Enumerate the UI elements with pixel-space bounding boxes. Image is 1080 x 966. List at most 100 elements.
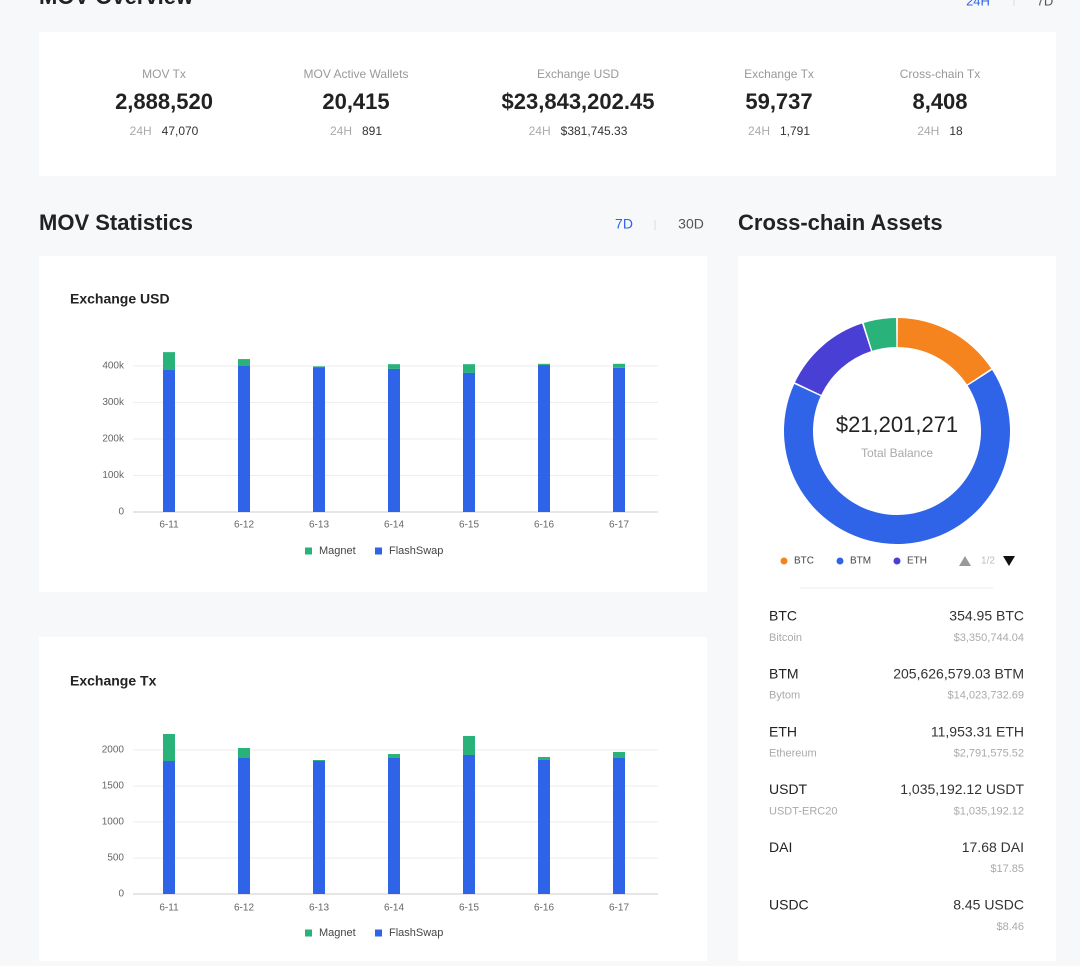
asset-symbol: USDT [769, 781, 808, 797]
section-title: Cross-chain Assets [738, 210, 943, 235]
stat-sub-value: 47,070 [162, 124, 199, 138]
legend-label: FlashSwap [389, 927, 443, 939]
period-tab[interactable]: 30D [678, 216, 704, 232]
x-tick-label: 6-12 [234, 903, 254, 914]
asset-amount: 205,626,579.03 BTM [893, 666, 1024, 682]
bar-segment [613, 364, 625, 368]
stat-label: MOV Active Wallets [304, 67, 409, 81]
legend-page: 1/2 [981, 556, 995, 567]
stat-sub: 24H$381,745.33 [529, 124, 628, 138]
y-tick-label: 400k [102, 361, 125, 372]
bar-segment [463, 755, 475, 894]
asset-amount: 1,035,192.12 USDT [900, 781, 1024, 797]
bar-segment [613, 758, 625, 894]
bar-segment [613, 752, 625, 758]
asset-name: Ethereum [769, 748, 817, 760]
stat-sub-label: 24H [330, 124, 352, 138]
bar-segment [238, 366, 250, 512]
bar-segment [313, 760, 325, 761]
stat-sub-label: 24H [917, 124, 939, 138]
legend-dot [837, 558, 844, 565]
donut-center-label: Total Balance [861, 446, 933, 460]
legend-swatch [375, 930, 382, 937]
bar-segment [463, 373, 475, 512]
bar-segment [538, 757, 550, 760]
asset-usd: $17.85 [990, 863, 1024, 875]
y-tick-label: 0 [118, 889, 124, 900]
stat-label: MOV Tx [142, 67, 186, 81]
period-tab[interactable]: 7D [1037, 0, 1054, 8]
asset-symbol: BTC [769, 608, 797, 624]
legend-swatch [305, 930, 312, 937]
stat-value: $23,843,202.45 [502, 89, 655, 114]
asset-usd: $1,035,192.12 [954, 805, 1024, 817]
stat-label: Exchange Tx [744, 67, 814, 81]
asset-name: Bytom [769, 690, 800, 702]
asset-symbol: DAI [769, 839, 792, 855]
chart-title: Exchange Tx [70, 673, 157, 689]
x-tick-label: 6-14 [384, 520, 404, 531]
stat-sub: 24H 47,070 [130, 124, 199, 138]
asset-usd: $2,791,575.52 [954, 748, 1024, 760]
legend-swatch [375, 548, 382, 555]
stat-sub-label: 24H [529, 124, 551, 138]
section-title: MOV Statistics [39, 210, 193, 235]
x-tick-label: 6-16 [534, 903, 554, 914]
y-tick-label: 100k [102, 470, 125, 481]
y-tick-label: 1500 [102, 781, 125, 792]
bar-segment [313, 761, 325, 894]
bar-segment [388, 758, 400, 894]
legend-swatch [305, 548, 312, 555]
legend-label: FlashSwap [389, 545, 443, 557]
y-tick-label: 300k [102, 397, 125, 408]
asset-symbol: USDC [769, 897, 809, 913]
y-tick-label: 2000 [102, 745, 125, 756]
bar-segment [163, 370, 175, 512]
asset-amount: 354.95 BTC [949, 608, 1024, 624]
x-tick-label: 6-15 [459, 903, 479, 914]
period-tab[interactable]: 24H [966, 0, 990, 8]
stat-sub-value: 1,791 [780, 124, 810, 138]
bar-segment [163, 734, 175, 761]
bar-segment [163, 761, 175, 894]
asset-usd: $3,350,744.04 [954, 632, 1024, 644]
legend-label: Magnet [319, 927, 356, 939]
bar-segment [388, 364, 400, 369]
x-tick-label: 6-15 [459, 520, 479, 531]
x-tick-label: 6-13 [309, 520, 329, 531]
legend-label: BTC [794, 556, 814, 567]
bar-segment [463, 364, 475, 373]
y-tick-label: 200k [102, 434, 125, 445]
bar-segment [313, 366, 325, 367]
stat-label: Cross-chain Tx [900, 67, 980, 81]
stat-sub-value: 891 [362, 124, 382, 138]
asset-amount: 11,953.31 ETH [931, 723, 1024, 739]
donut-center-value: $21,201,271 [836, 412, 958, 437]
bar-segment [538, 364, 550, 365]
asset-symbol: ETH [769, 723, 797, 739]
x-tick-label: 6-16 [534, 520, 554, 531]
chart-title: Exchange USD [70, 291, 170, 307]
stat-sub-label: 24H [130, 124, 152, 138]
bar-segment [463, 736, 475, 755]
stat-value: 8,408 [912, 89, 967, 114]
x-tick-label: 6-14 [384, 903, 404, 914]
asset-usd: $14,023,732.69 [948, 690, 1024, 702]
y-tick-label: 0 [118, 507, 124, 518]
asset-amount: 8.45 USDC [953, 897, 1024, 913]
legend-label: Magnet [319, 545, 356, 557]
legend-dot [894, 558, 901, 565]
bar-segment [538, 365, 550, 512]
stat-label: Exchange USD [537, 67, 619, 81]
stat-value: 2,888,520 [115, 89, 213, 114]
bar-segment [238, 748, 250, 758]
bar-segment [313, 367, 325, 512]
legend-label: BTM [850, 556, 871, 567]
x-tick-label: 6-12 [234, 520, 254, 531]
asset-amount: 17.68 DAI [962, 839, 1024, 855]
period-tab[interactable]: 7D [615, 216, 633, 232]
bar-segment [238, 359, 250, 366]
asset-name: USDT-ERC20 [769, 805, 837, 817]
